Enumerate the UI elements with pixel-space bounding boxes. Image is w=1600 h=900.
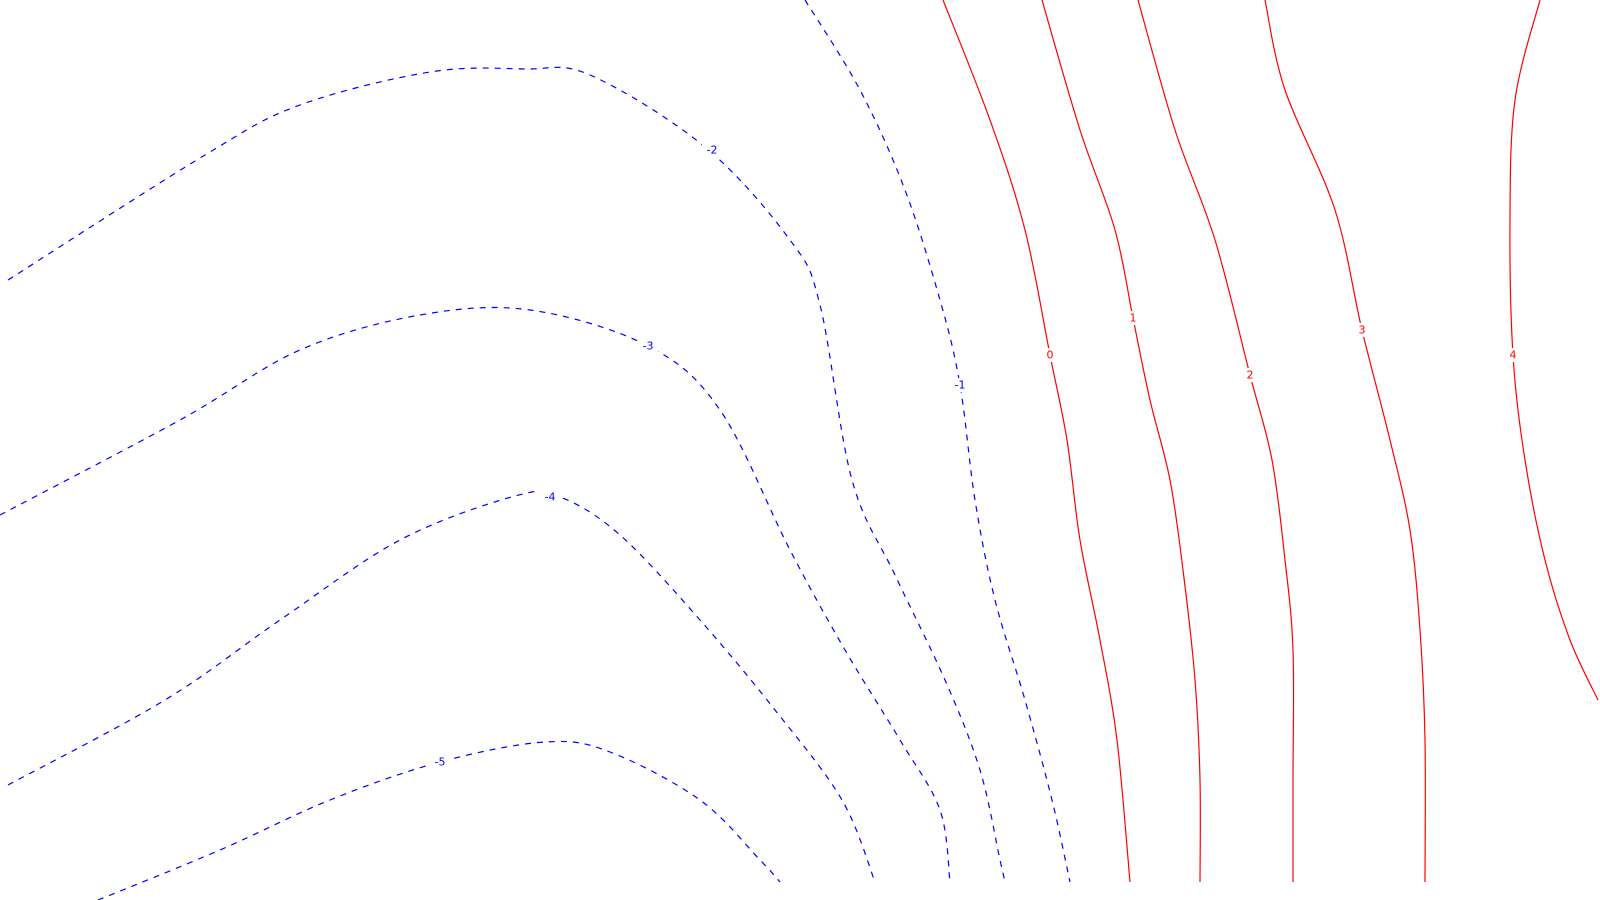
contour-label-background-neg3 bbox=[638, 339, 658, 353]
contour-label-level-4: 4 bbox=[1510, 349, 1517, 362]
contour-line-level-neg4 bbox=[7, 490, 876, 883]
contour-label-background-3 bbox=[1355, 323, 1369, 337]
contour-line-level-1 bbox=[1041, 0, 1201, 883]
contour-label-background-neg5 bbox=[430, 755, 450, 769]
contour-line-level-2 bbox=[1137, 0, 1295, 882]
contour-label-level-neg1: -1 bbox=[955, 379, 966, 392]
contour-label-level-neg4: -4 bbox=[545, 491, 556, 504]
contour-label-level-neg3: -3 bbox=[643, 340, 654, 353]
contour-label-background-1 bbox=[1126, 311, 1140, 325]
contour-label-background-0 bbox=[1043, 348, 1057, 362]
contour-label-level-1: 1 bbox=[1130, 312, 1137, 325]
contour-label-background-4 bbox=[1506, 348, 1520, 362]
contour-label-level-neg5: -5 bbox=[435, 756, 446, 769]
contour-label-background-2 bbox=[1243, 368, 1257, 382]
contour-labels-layer: -2 -3 -4 -5 -1 0 1 2 3 4 bbox=[430, 143, 1520, 769]
contour-label-background-neg4 bbox=[540, 490, 560, 504]
contour-line-level-neg3 bbox=[0, 306, 951, 883]
contour-label-level-3: 3 bbox=[1359, 324, 1366, 337]
contour-label-level-0: 0 bbox=[1047, 349, 1054, 362]
contour-label-level-neg2: -2 bbox=[707, 144, 718, 157]
contour-line-level-4 bbox=[1509, 0, 1599, 701]
contour-label-level-2: 2 bbox=[1247, 369, 1254, 382]
contour-line-level-neg2 bbox=[7, 66, 1006, 883]
contour-line-level-neg5 bbox=[97, 740, 781, 900]
contour-label-background-neg1 bbox=[950, 378, 970, 392]
contour-line-level-3 bbox=[1264, 0, 1426, 883]
contour-line-level-neg1 bbox=[804, 0, 1071, 883]
contour-label-background-neg2 bbox=[702, 143, 722, 157]
contour-line-level-0 bbox=[942, 0, 1131, 883]
